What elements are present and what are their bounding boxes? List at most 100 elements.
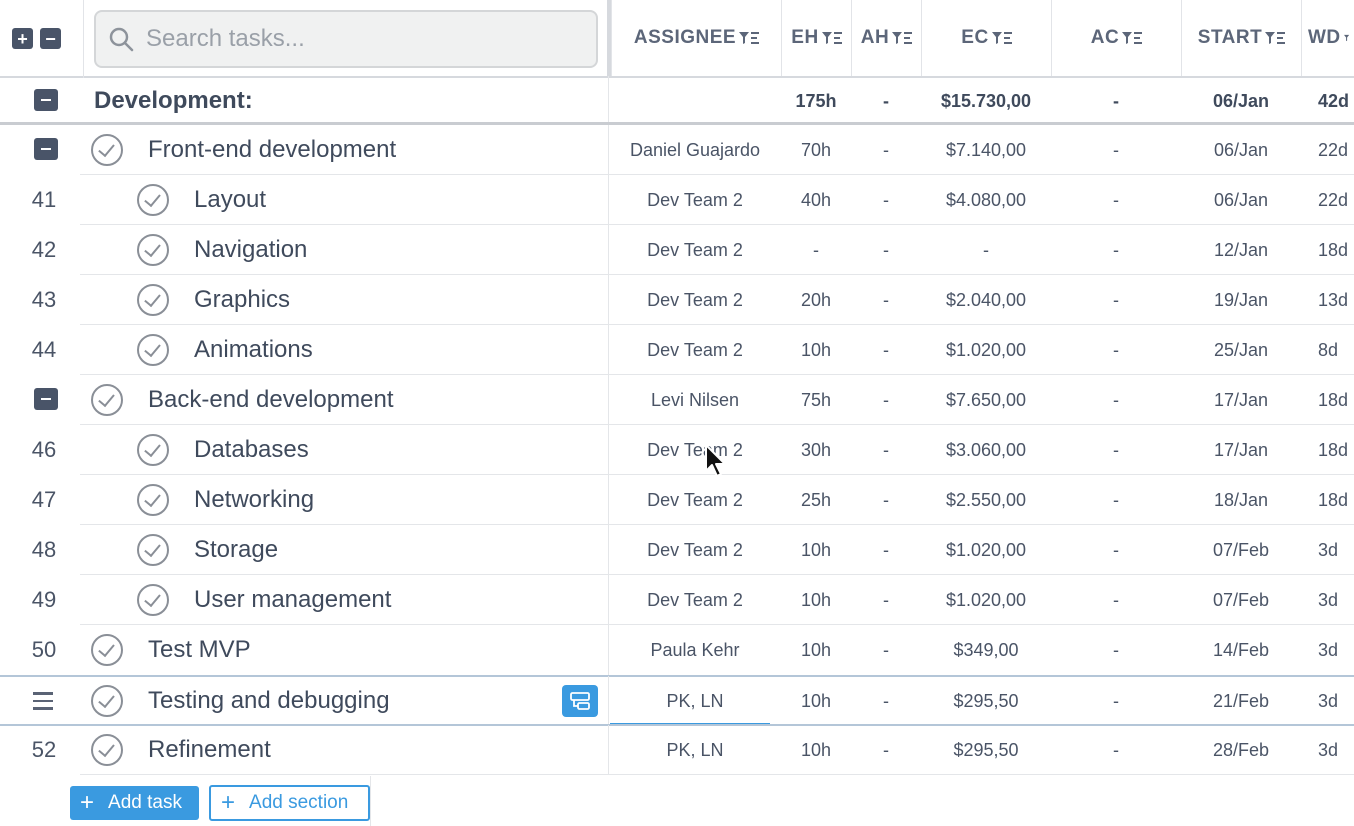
ec-cell[interactable]: $1.020,00 [945, 539, 1027, 560]
start-cell[interactable]: 07/Feb [1212, 539, 1270, 560]
eh-cell[interactable]: 75h [800, 389, 832, 410]
wd-cell[interactable]: 13d [1318, 289, 1349, 310]
ac-cell[interactable]: - [1113, 690, 1119, 711]
wd-cell[interactable]: 22d [1318, 189, 1349, 210]
table-row[interactable]: 48 Storage Dev Team 2 10h - $1.020,00 - … [0, 525, 1354, 575]
wd-cell[interactable]: 3d [1318, 539, 1339, 560]
ah-cell[interactable]: - [883, 439, 889, 460]
table-row[interactable]: 49 User management Dev Team 2 10h - $1.0… [0, 575, 1354, 625]
task-name[interactable]: Storage [194, 536, 279, 563]
column-splitter[interactable] [607, 0, 611, 78]
ac-cell[interactable]: - [1113, 289, 1119, 310]
assignee-cell[interactable]: Dev Team 2 [647, 489, 743, 510]
table-row[interactable]: 52 Refinement PK, LN 10h - $295,50 - 28/… [0, 725, 1354, 775]
task-name[interactable]: Animations [194, 336, 313, 363]
task-name[interactable]: Back-end development [148, 386, 394, 413]
start-cell[interactable]: 06/Jan [1213, 189, 1269, 210]
ah-cell[interactable]: - [883, 690, 889, 711]
task-name[interactable]: Test MVP [148, 636, 251, 663]
ah-cell[interactable]: - [883, 239, 889, 260]
drag-handle-icon[interactable] [33, 692, 53, 710]
start-cell[interactable]: 28/Feb [1212, 739, 1270, 760]
complete-check-icon[interactable] [91, 734, 123, 766]
column-header-wd[interactable]: WD [1301, 0, 1354, 76]
ac-cell[interactable]: - [1113, 639, 1119, 660]
task-name[interactable]: Front-end development [148, 136, 397, 163]
wd-cell[interactable]: 3d [1318, 589, 1339, 610]
wd-cell[interactable]: 8d [1318, 339, 1339, 360]
wd-cell[interactable]: 18d [1318, 439, 1349, 460]
table-row[interactable]: 46 Databases Dev Team 2 30h - $3.060,00 … [0, 425, 1354, 475]
ah-cell[interactable]: - [883, 139, 889, 160]
ec-cell[interactable]: $3.060,00 [945, 439, 1027, 460]
filter-sort-icon[interactable] [1122, 31, 1143, 45]
task-name[interactable]: Networking [194, 486, 315, 513]
search-box[interactable] [94, 10, 598, 68]
column-header-eh[interactable]: EH [781, 0, 851, 76]
ac-cell[interactable]: - [1113, 539, 1119, 560]
ah-cell[interactable]: - [883, 489, 889, 510]
eh-cell[interactable]: 40h [800, 189, 832, 210]
ac-cell[interactable]: - [1113, 189, 1119, 210]
ac-cell[interactable]: - [1113, 239, 1119, 260]
assignee-cell[interactable]: Dev Team 2 [647, 289, 743, 310]
start-cell[interactable]: 06/Jan [1213, 139, 1269, 160]
assignee-cell[interactable]: PK, LN [666, 690, 724, 711]
expand-all-button[interactable]: + [12, 28, 33, 49]
start-cell[interactable]: 07/Feb [1212, 589, 1270, 610]
assignee-cell[interactable]: Daniel Guajardo [629, 139, 761, 160]
assignee-cell[interactable]: Dev Team 2 [647, 589, 743, 610]
collapse-group-button[interactable] [34, 388, 58, 410]
ac-cell[interactable]: - [1113, 739, 1119, 760]
table-row[interactable]: Back-end development Levi Nilsen 75h - $… [0, 375, 1354, 425]
table-row[interactable]: 43 Graphics Dev Team 2 20h - $2.040,00 -… [0, 275, 1354, 325]
assignee-cell[interactable]: Dev Team 2 [647, 539, 743, 560]
wd-cell[interactable]: 3d [1318, 739, 1339, 760]
table-row[interactable]: 41 Layout Dev Team 2 40h - $4.080,00 - 0… [0, 175, 1354, 225]
ah-cell[interactable]: - [883, 189, 889, 210]
filter-sort-icon[interactable] [892, 31, 913, 45]
task-name[interactable]: Testing and debugging [148, 687, 390, 714]
column-header-start[interactable]: START [1181, 0, 1301, 76]
column-header-ac[interactable]: AC [1051, 0, 1181, 76]
table-row[interactable]: Front-end development Daniel Guajardo 70… [0, 125, 1354, 175]
column-header-assignee[interactable]: ASSIGNEE [611, 0, 781, 76]
ah-cell[interactable]: - [883, 739, 889, 760]
eh-cell[interactable]: - [813, 239, 819, 260]
collapse-section-button[interactable] [34, 89, 58, 111]
search-input[interactable] [146, 22, 576, 56]
eh-cell[interactable]: 10h [800, 339, 832, 360]
task-name[interactable]: User management [194, 586, 392, 613]
assignee-cell[interactable]: Dev Team 2 [647, 339, 743, 360]
ac-cell[interactable]: - [1113, 139, 1119, 160]
assignee-cell[interactable]: Dev Team 2 [647, 189, 743, 210]
assignee-cell[interactable]: Dev Team 2 [647, 439, 743, 460]
column-header-ec[interactable]: EC [921, 0, 1051, 76]
eh-cell[interactable]: 10h [800, 639, 832, 660]
task-name[interactable]: Navigation [194, 236, 308, 263]
assignee-cell[interactable]: PK, LN [666, 739, 724, 760]
ec-cell[interactable]: $1.020,00 [945, 589, 1027, 610]
eh-cell[interactable]: 10h [800, 589, 832, 610]
table-row[interactable]: 47 Networking Dev Team 2 25h - $2.550,00… [0, 475, 1354, 525]
add-task-button[interactable]: + Add task [70, 786, 199, 820]
add-section-button[interactable]: + Add section [209, 785, 370, 821]
start-cell[interactable]: 17/Jan [1213, 439, 1269, 460]
complete-check-icon[interactable] [91, 685, 123, 717]
start-cell[interactable]: 12/Jan [1213, 239, 1269, 260]
complete-check-icon[interactable] [137, 184, 169, 216]
ah-cell[interactable]: - [883, 289, 889, 310]
start-cell[interactable]: 21/Feb [1212, 690, 1270, 711]
ec-cell[interactable]: $1.020,00 [945, 339, 1027, 360]
complete-check-icon[interactable] [137, 584, 169, 616]
start-cell[interactable]: 17/Jan [1213, 389, 1269, 410]
complete-check-icon[interactable] [91, 634, 123, 666]
eh-cell[interactable]: 70h [800, 139, 832, 160]
filter-sort-icon[interactable] [1343, 31, 1354, 45]
ah-cell[interactable]: - [883, 339, 889, 360]
ec-cell[interactable]: $4.080,00 [945, 189, 1027, 210]
ac-cell[interactable]: - [1113, 389, 1119, 410]
start-cell[interactable]: 19/Jan [1213, 289, 1269, 310]
table-row[interactable]: 50 Test MVP Paula Kehr 10h - $349,00 - 1… [0, 625, 1354, 675]
wd-cell[interactable]: 18d [1318, 389, 1349, 410]
